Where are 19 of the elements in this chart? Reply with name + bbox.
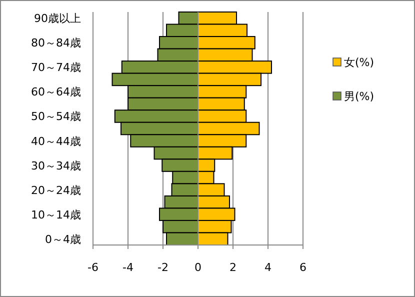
x-tick-label: -2 xyxy=(158,261,168,274)
legend-label: 女(%) xyxy=(344,56,374,69)
x-tick-label: -4 xyxy=(122,261,134,274)
y-tick-label: 0～4歳 xyxy=(45,232,81,246)
y-tick-label: 30～34歳 xyxy=(31,159,81,172)
x-tick-label: 0 xyxy=(194,261,202,274)
y-tick-label: 20～24歳 xyxy=(31,184,81,197)
y-tick-label: 90歳以上 xyxy=(34,12,81,26)
y-tick-label: 70～74歳 xyxy=(31,61,81,74)
y-tick-label: 80～84歳 xyxy=(31,36,81,50)
y-tick-label: 50～54歳 xyxy=(31,110,81,124)
y-tick-label: 10～14歳 xyxy=(31,208,81,222)
x-tick-label: -6 xyxy=(88,261,98,274)
x-tick-label: 6 xyxy=(300,261,306,274)
legend-label: 男(%) xyxy=(344,90,374,103)
x-tick-label: 4 xyxy=(264,261,272,274)
y-tick-label: 40～44歳 xyxy=(31,134,81,148)
y-tick-label: 60～64歳 xyxy=(31,86,81,99)
x-tick-label: 2 xyxy=(230,261,236,274)
